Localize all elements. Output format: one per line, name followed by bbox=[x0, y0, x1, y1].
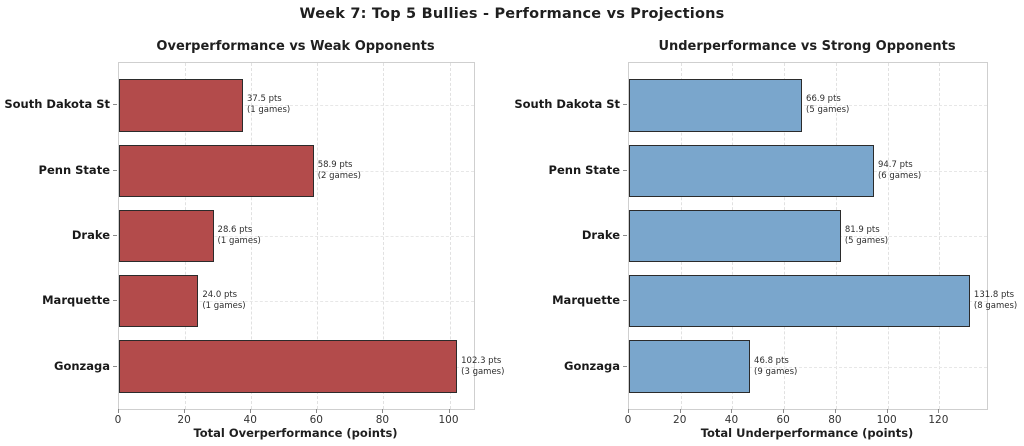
bar-points-text: 28.6 pts bbox=[217, 224, 253, 235]
bar-value-label: 24.0 pts (1 games) bbox=[202, 290, 245, 312]
bar-games-text: (5 games) bbox=[844, 236, 889, 246]
x-tick-mark bbox=[184, 409, 186, 413]
bar-gonzaga bbox=[629, 340, 751, 393]
x-tick-mark bbox=[448, 409, 450, 413]
bar-value-label: 66.9 pts (5 games) bbox=[806, 94, 849, 116]
figure-title: Week 7: Top 5 Bullies - Performance vs P… bbox=[299, 6, 725, 22]
y-tick-label-south-dakota-st: South Dakota St bbox=[514, 97, 620, 112]
plot-area-underperformance: 66.9 pts (5 games) 94.7 pts (6 games) 81.9 p… bbox=[628, 62, 1017, 410]
x-tick-label: 80 bbox=[375, 414, 390, 426]
bar-games-text: (9 games) bbox=[754, 366, 798, 377]
y-tick-mark bbox=[113, 104, 117, 106]
bar-value-label: 58.9 pts (2 games) bbox=[318, 160, 361, 182]
bar-value-label: 131.8 pts (8 games) bbox=[974, 290, 1017, 312]
bar-south-dakota-st bbox=[119, 79, 243, 132]
bar-value-label: 46.8 pts (9 games) bbox=[754, 356, 797, 378]
y-tick-label-drake: Drake bbox=[71, 228, 110, 242]
bar-points-text: 37.5 pts bbox=[246, 94, 282, 105]
x-tick-label: 40 bbox=[243, 414, 257, 426]
plot-area-overperformance: 37.5 pts (1 games) 58.9 pts (2 games) 28.6 p… bbox=[118, 62, 504, 410]
bar-games-text: (2 games) bbox=[317, 170, 361, 181]
x-tick-mark bbox=[628, 409, 629, 413]
bar-points-text: 24.0 pts bbox=[202, 290, 238, 301]
y-tick-mark bbox=[623, 300, 627, 302]
y-tick-label-marquette: Marquette bbox=[42, 293, 110, 308]
y-tick-mark bbox=[623, 365, 627, 367]
bar-value-label: 28.6 pts (1 games) bbox=[218, 225, 261, 247]
gridline-y bbox=[119, 301, 474, 303]
y-tick-label-gonzaga: Gonzaga bbox=[564, 358, 620, 373]
bar-drake bbox=[119, 209, 214, 263]
y-tick-mark bbox=[113, 300, 117, 302]
subplot-title-overperformance: Overperformance vs Weak Opponents bbox=[156, 39, 435, 54]
bar-points-text: 66.9 pts bbox=[806, 94, 841, 105]
bar-games-text: (1 games) bbox=[202, 301, 246, 312]
x-tick-label: 0 bbox=[114, 414, 122, 426]
x-tick-label: 20 bbox=[673, 414, 687, 426]
x-tick-label: 60 bbox=[309, 414, 323, 426]
x-tick-label: 40 bbox=[724, 414, 739, 426]
x-tick-mark bbox=[938, 409, 940, 413]
x-axis-label-underperformance: Total Underperformance (points) bbox=[700, 426, 914, 440]
y-tick-label-penn-state: Penn State bbox=[548, 162, 620, 177]
y-tick-label-drake: Drake bbox=[581, 228, 620, 242]
x-tick-label: 120 bbox=[928, 414, 949, 426]
y-tick-label-south-dakota-st: South Dakota St bbox=[4, 97, 110, 112]
x-tick-label: 100 bbox=[438, 414, 459, 426]
gridline-y bbox=[119, 236, 474, 237]
y-tick-mark bbox=[623, 235, 627, 236]
y-tick-mark bbox=[623, 104, 627, 106]
bar-value-label: 37.5 pts (1 games) bbox=[247, 94, 290, 116]
bar-gonzaga bbox=[119, 340, 458, 393]
x-tick-mark bbox=[783, 409, 785, 413]
bar-games-text: (3 games) bbox=[461, 366, 505, 377]
x-tick-mark bbox=[316, 409, 318, 413]
bar-games-text: (1 games) bbox=[246, 105, 291, 116]
x-tick-label: 100 bbox=[876, 414, 897, 426]
y-tick-mark bbox=[113, 235, 117, 236]
bar-drake bbox=[629, 209, 841, 263]
bar-games-text: (5 games) bbox=[806, 105, 850, 116]
x-tick-label: 0 bbox=[624, 414, 632, 426]
bar-points-text: 58.9 pts bbox=[317, 159, 353, 170]
x-tick-mark bbox=[886, 409, 888, 413]
bar-points-text: 94.7 pts bbox=[877, 159, 913, 170]
subplot-title-underperformance: Underperformance vs Strong Opponents bbox=[658, 39, 956, 54]
gridline-y bbox=[119, 105, 474, 107]
bar-value-label: 94.7 pts (6 games) bbox=[878, 160, 921, 182]
bar-penn-state bbox=[119, 144, 314, 197]
y-tick-mark bbox=[113, 169, 117, 171]
bar-penn-state bbox=[629, 144, 874, 197]
bar-value-label: 102.3 pts (3 games) bbox=[461, 356, 504, 378]
bar-south-dakota-st bbox=[629, 79, 803, 132]
y-tick-mark bbox=[623, 169, 627, 171]
x-tick-mark bbox=[250, 409, 252, 413]
y-tick-label-gonzaga: Gonzaga bbox=[54, 358, 110, 373]
x-tick-mark bbox=[731, 409, 733, 413]
bar-games-text: (1 games) bbox=[217, 236, 261, 246]
bar-points-text: 81.9 pts bbox=[844, 224, 880, 235]
x-axis-label-overperformance: Total Overperformance (points) bbox=[193, 426, 398, 440]
bar-games-text: (6 games) bbox=[877, 170, 922, 181]
x-tick-mark bbox=[679, 409, 681, 413]
bar-marquette bbox=[629, 275, 970, 328]
y-tick-label-penn-state: Penn State bbox=[38, 162, 110, 177]
x-tick-mark bbox=[118, 409, 119, 413]
x-tick-mark bbox=[834, 409, 836, 413]
y-tick-label-marquette: Marquette bbox=[552, 293, 620, 308]
bar-points-text: 131.8 pts bbox=[973, 290, 1015, 301]
gridline-y bbox=[629, 366, 987, 368]
bar-marquette bbox=[119, 275, 199, 328]
gridline-y bbox=[629, 105, 987, 107]
y-tick-mark bbox=[113, 365, 117, 367]
x-tick-label: 60 bbox=[776, 414, 790, 426]
bar-value-label: 81.9 pts (5 games) bbox=[845, 225, 888, 247]
bar-points-text: 102.3 pts bbox=[461, 355, 502, 366]
x-tick-label: 20 bbox=[177, 414, 191, 426]
x-tick-label: 80 bbox=[828, 414, 842, 426]
bar-games-text: (8 games) bbox=[973, 301, 1018, 312]
x-tick-mark bbox=[382, 409, 384, 413]
bar-points-text: 46.8 pts bbox=[754, 355, 789, 366]
